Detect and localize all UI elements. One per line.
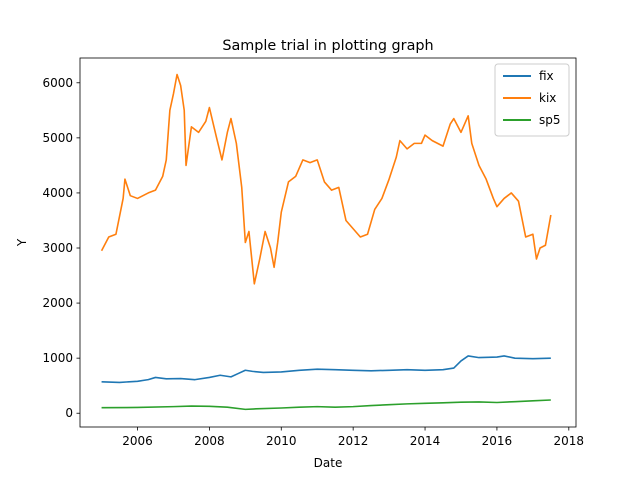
y-tick-label: 6000 xyxy=(42,76,73,90)
x-tick-label: 2010 xyxy=(266,434,297,448)
series-layer xyxy=(100,73,552,411)
series-line-kix xyxy=(100,73,552,285)
series-line-sp5 xyxy=(101,399,551,411)
x-tick-label: 2014 xyxy=(410,434,441,448)
x-tick-label: 2016 xyxy=(482,434,513,448)
legend-label-fix: fix xyxy=(539,69,554,83)
legend: fix kix sp5 xyxy=(494,63,570,137)
y-tick-label: 2000 xyxy=(42,296,73,310)
x-tick-label: 2008 xyxy=(194,434,225,448)
axis-ticks: 2006 2008 2010 2012 2014 2016 2018 0 1000 2000 300… xyxy=(42,76,584,448)
legend-label-kix: kix xyxy=(539,91,556,105)
y-axis-label: Y xyxy=(15,238,29,247)
y-tick-label: 0 xyxy=(65,406,73,420)
y-tick-label: 1000 xyxy=(42,351,73,365)
axes-frame xyxy=(79,57,577,428)
chart-title: Sample trial in plotting graph xyxy=(222,38,433,54)
legend-label-sp5: sp5 xyxy=(539,113,561,127)
x-tick-label: 2006 xyxy=(122,434,153,448)
legend-box xyxy=(494,63,570,137)
x-tick-label: 2018 xyxy=(554,434,585,448)
y-tick-label: 3000 xyxy=(42,241,73,255)
y-tick-label: 4000 xyxy=(42,186,73,200)
series-line-fix xyxy=(101,355,551,384)
x-axis-label: Date xyxy=(314,456,343,470)
x-tick-label: 2012 xyxy=(338,434,369,448)
y-tick-label: 5000 xyxy=(42,131,73,145)
